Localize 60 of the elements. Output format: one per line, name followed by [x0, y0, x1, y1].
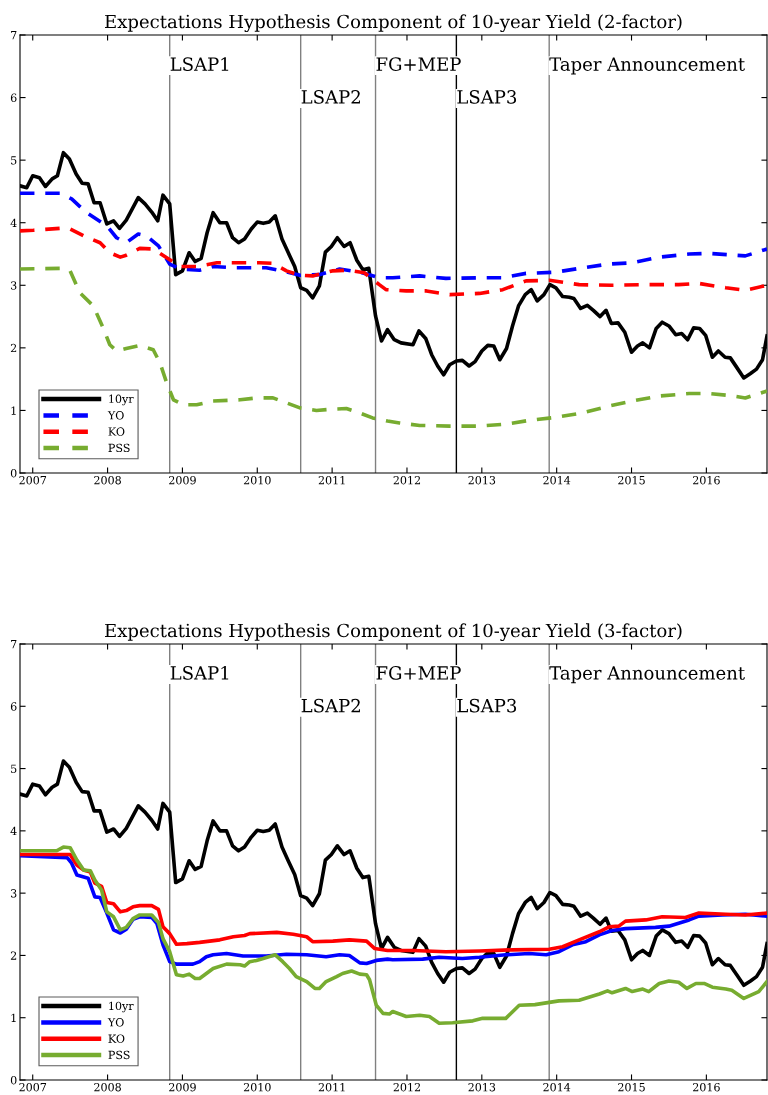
legend-label: PSS [108, 443, 130, 453]
ref-line-label: LSAP1 [170, 666, 229, 680]
legend-label: 10yr [109, 394, 134, 406]
line-series [20, 266, 767, 428]
legend-label: YO [107, 411, 124, 420]
x-tick-label: 2008 [94, 475, 121, 485]
x-tick-label: 2015 [618, 1082, 645, 1092]
ref-line-label: LSAP3 [457, 90, 517, 104]
y-tick-label: 1 [11, 1013, 16, 1022]
x-tick-label: 2014 [543, 1082, 571, 1092]
y-tick-label: 2 [10, 951, 17, 960]
y-tick-label: 3 [11, 889, 17, 898]
x-tick-label: 2011 [318, 475, 345, 485]
x-tick-label: 2007 [19, 1082, 47, 1092]
x-tick-label: 2010 [243, 475, 271, 485]
y-tick-label: 7 [11, 640, 17, 649]
line-series [20, 845, 767, 1026]
x-tick-label: 2012 [393, 1082, 421, 1092]
legend-label: YO [107, 1018, 124, 1027]
ref-line-label: LSAP3 [457, 698, 517, 713]
y-tick-label: 1 [11, 406, 16, 415]
x-tick-label: 2013 [468, 475, 496, 485]
ref-line-label: Taper Announcement [549, 666, 745, 684]
y-tick-label: 5 [11, 764, 17, 773]
x-tick-label: 2009 [169, 1082, 196, 1092]
legend-label: 10yr [109, 1001, 134, 1013]
x-tick-label: 2016 [692, 475, 720, 485]
x-tick-label: 2010 [243, 1082, 271, 1092]
x-tick-label: 2011 [318, 1082, 345, 1092]
chart-title: Expectations Hypothesis Component of 10-year Yield (2-factor) [105, 14, 682, 33]
line-series [20, 191, 767, 281]
ref-line-label: FG+MEP [376, 666, 461, 680]
y-tick-label: 5 [11, 156, 17, 165]
ref-line-label: Taper Announcement [549, 57, 745, 75]
y-tick-label: 4 [10, 218, 17, 227]
legend-label: PSS [108, 1050, 130, 1060]
x-tick-label: 2013 [468, 1082, 496, 1092]
x-tick-label: 2014 [543, 475, 571, 485]
x-tick-label: 2007 [19, 475, 47, 485]
y-tick-label: 7 [11, 31, 17, 40]
x-tick-label: 2015 [618, 475, 645, 485]
y-tick-label: 4 [10, 826, 17, 836]
legend-label: KO [108, 427, 125, 436]
y-tick-label: 6 [10, 93, 17, 102]
y-tick-label: 3 [11, 281, 17, 290]
x-tick-label: 2016 [692, 1082, 720, 1092]
y-tick-label: 2 [10, 343, 17, 353]
chart-title: Expectations Hypothesis Component of 10-year Yield (3-factor) [105, 623, 682, 642]
legend-label: KO [108, 1034, 125, 1043]
x-tick-label: 2009 [169, 475, 196, 485]
x-tick-label: 2008 [94, 1082, 121, 1092]
line-series [20, 226, 767, 297]
ref-line-label: LSAP1 [170, 57, 229, 71]
x-tick-label: 2012 [393, 475, 421, 485]
y-tick-label: 0 [10, 468, 17, 478]
ref-line-label: FG+MEP [376, 57, 461, 71]
ref-line-label: LSAP2 [301, 698, 360, 713]
y-tick-label: 6 [10, 702, 17, 711]
ref-line-label: LSAP2 [301, 90, 360, 104]
y-tick-label: 0 [10, 1075, 17, 1085]
